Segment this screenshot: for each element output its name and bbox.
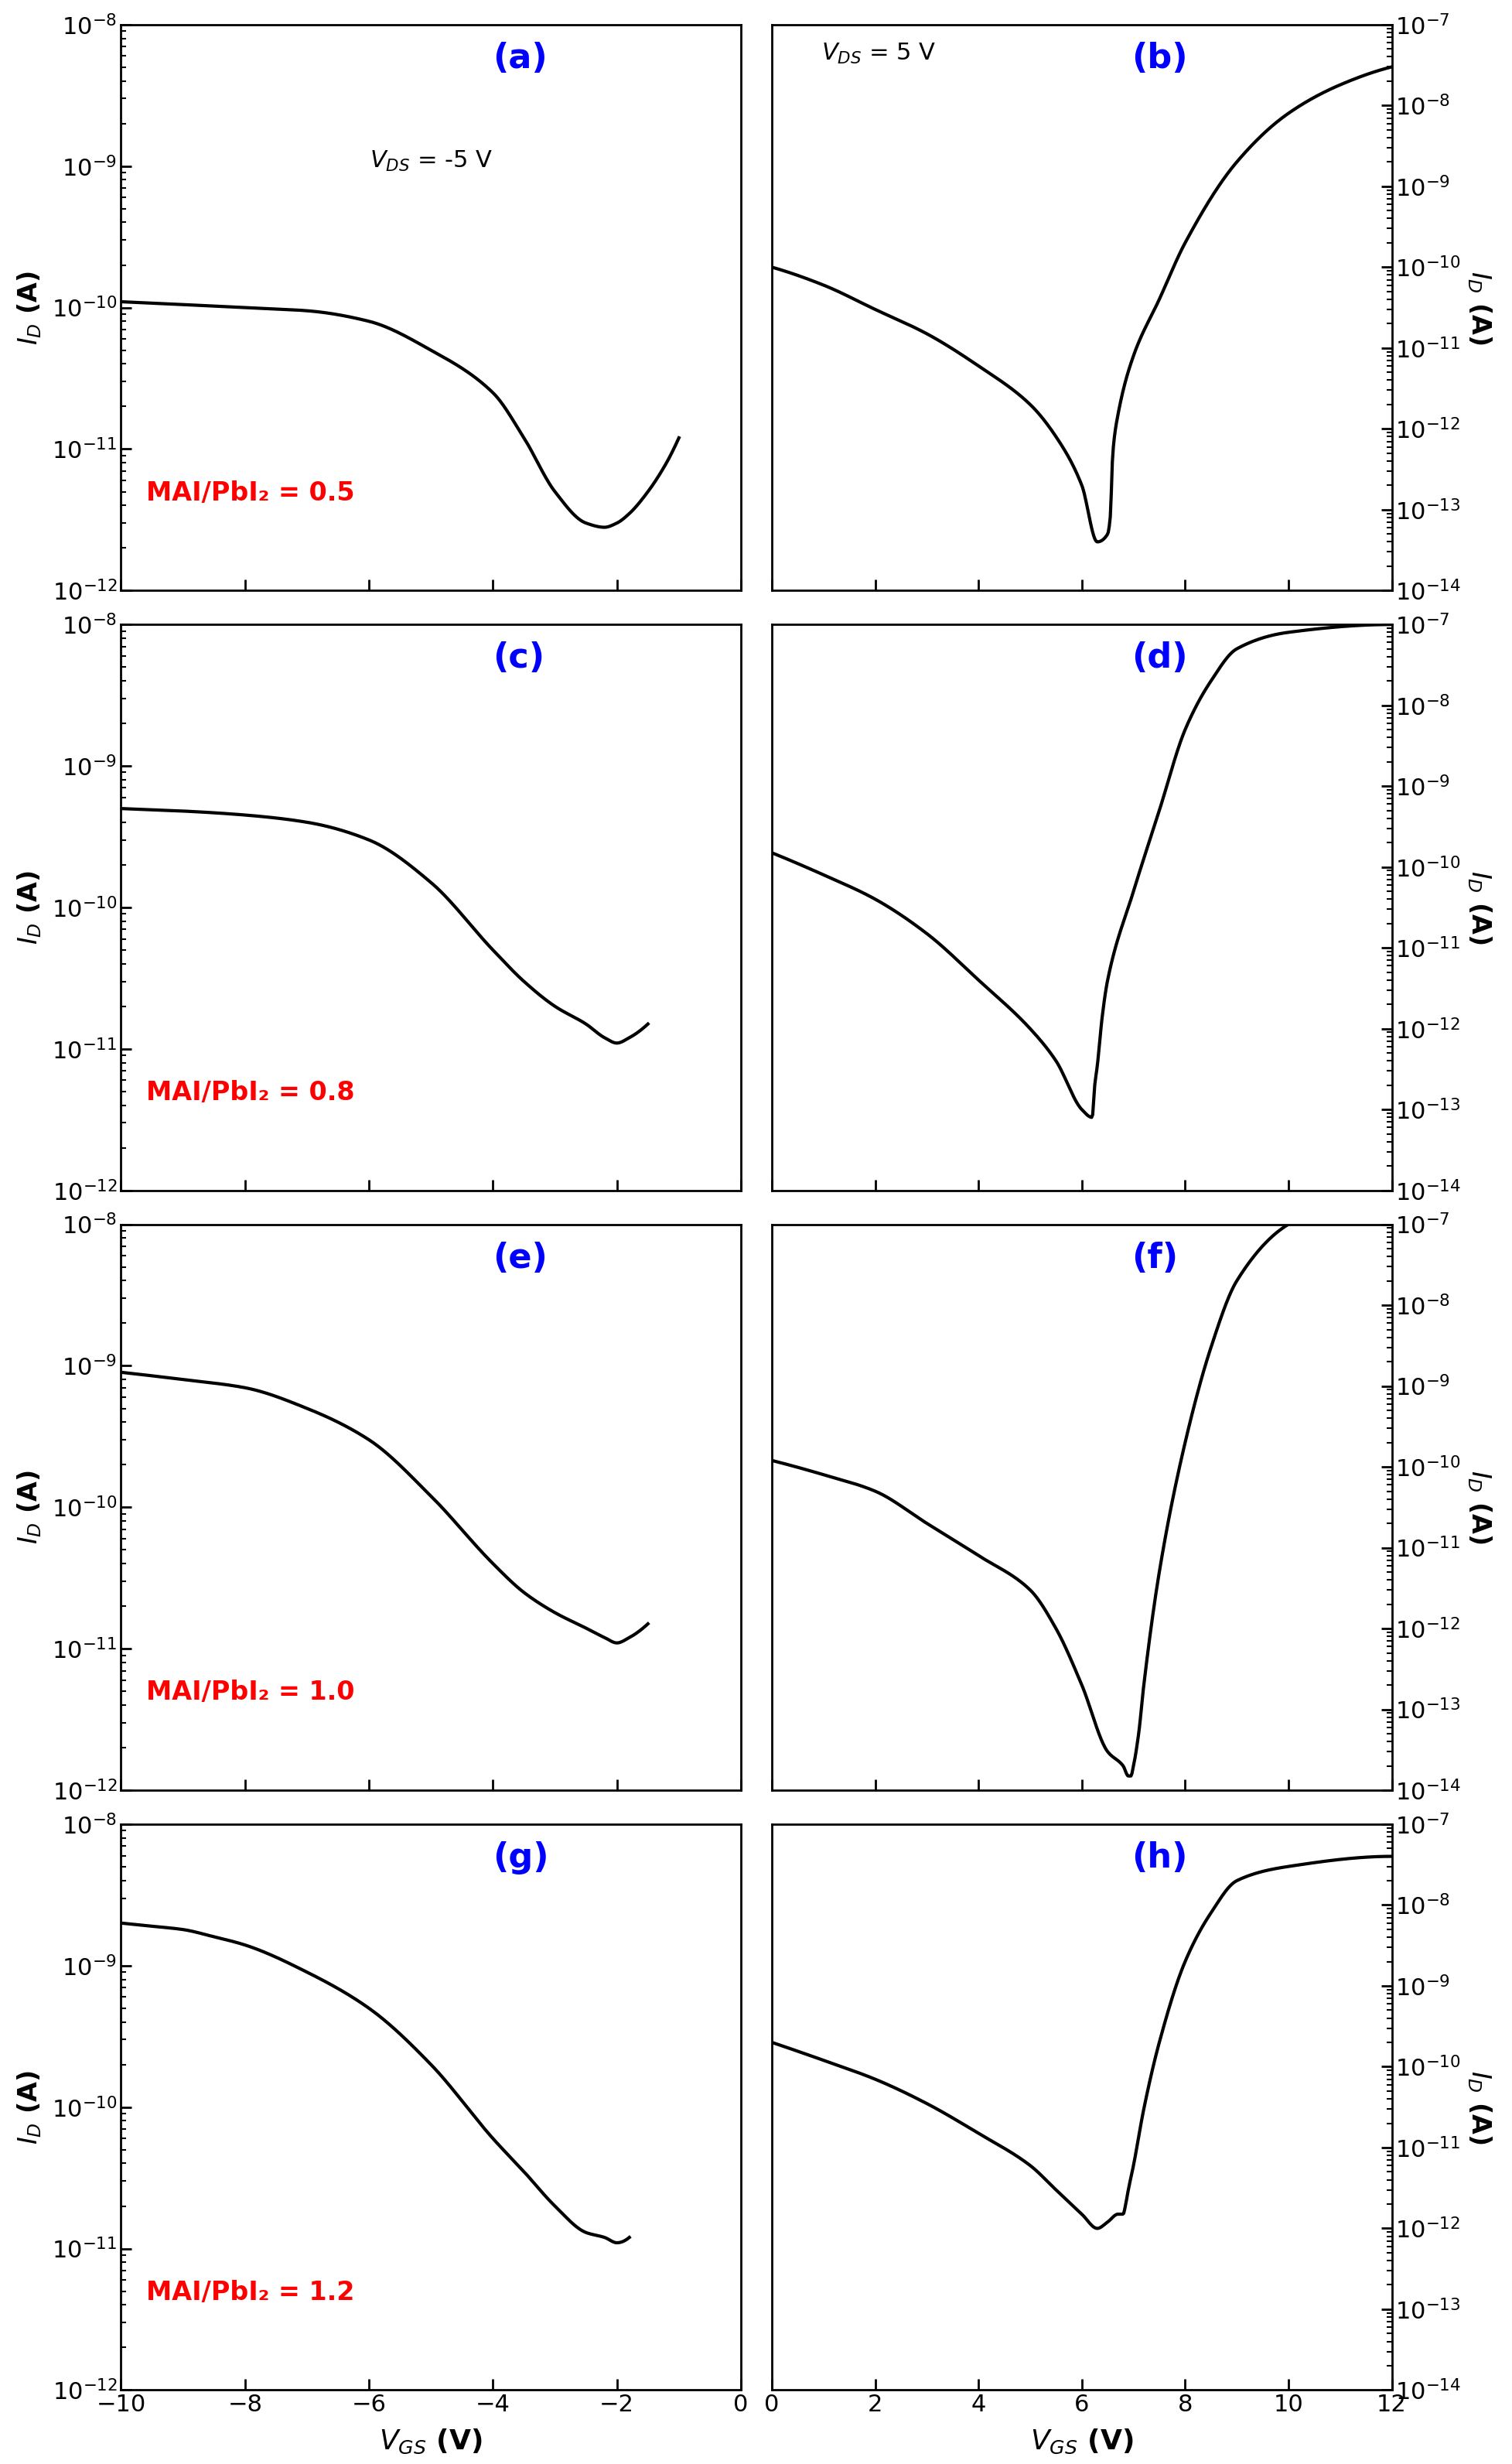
Text: MAI/PbI₂ = 1.0: MAI/PbI₂ = 1.0 bbox=[145, 1680, 354, 1705]
Y-axis label: $I_D$ (A): $I_D$ (A) bbox=[1465, 870, 1492, 944]
Text: $V_{DS}$ = -5 V: $V_{DS}$ = -5 V bbox=[369, 150, 493, 172]
X-axis label: $V_{GS}$ (V): $V_{GS}$ (V) bbox=[1030, 2427, 1132, 2454]
Y-axis label: $I_D$ (A): $I_D$ (A) bbox=[15, 271, 44, 345]
Y-axis label: $I_D$ (A): $I_D$ (A) bbox=[1465, 1471, 1492, 1545]
Y-axis label: $I_D$ (A): $I_D$ (A) bbox=[15, 1471, 44, 1545]
Text: (a): (a) bbox=[493, 42, 547, 74]
Text: (f): (f) bbox=[1131, 1242, 1178, 1274]
X-axis label: $V_{GS}$ (V): $V_{GS}$ (V) bbox=[380, 2427, 482, 2454]
Text: MAI/PbI₂ = 0.5: MAI/PbI₂ = 0.5 bbox=[145, 480, 354, 505]
Text: (d): (d) bbox=[1131, 641, 1187, 675]
Text: (e): (e) bbox=[493, 1242, 547, 1274]
Text: (g): (g) bbox=[493, 1841, 549, 1875]
Y-axis label: $I_D$ (A): $I_D$ (A) bbox=[15, 2070, 44, 2144]
Text: $V_{DS}$ = 5 V: $V_{DS}$ = 5 V bbox=[821, 42, 936, 67]
Text: (b): (b) bbox=[1131, 42, 1187, 74]
Text: MAI/PbI₂ = 1.2: MAI/PbI₂ = 1.2 bbox=[145, 2279, 354, 2306]
Text: (c): (c) bbox=[493, 641, 544, 675]
Text: MAI/PbI₂ = 0.8: MAI/PbI₂ = 0.8 bbox=[145, 1079, 354, 1106]
Y-axis label: $I_D$ (A): $I_D$ (A) bbox=[1465, 271, 1492, 345]
Text: (h): (h) bbox=[1131, 1841, 1187, 1875]
Y-axis label: $I_D$ (A): $I_D$ (A) bbox=[15, 870, 44, 944]
Y-axis label: $I_D$ (A): $I_D$ (A) bbox=[1465, 2070, 1492, 2144]
